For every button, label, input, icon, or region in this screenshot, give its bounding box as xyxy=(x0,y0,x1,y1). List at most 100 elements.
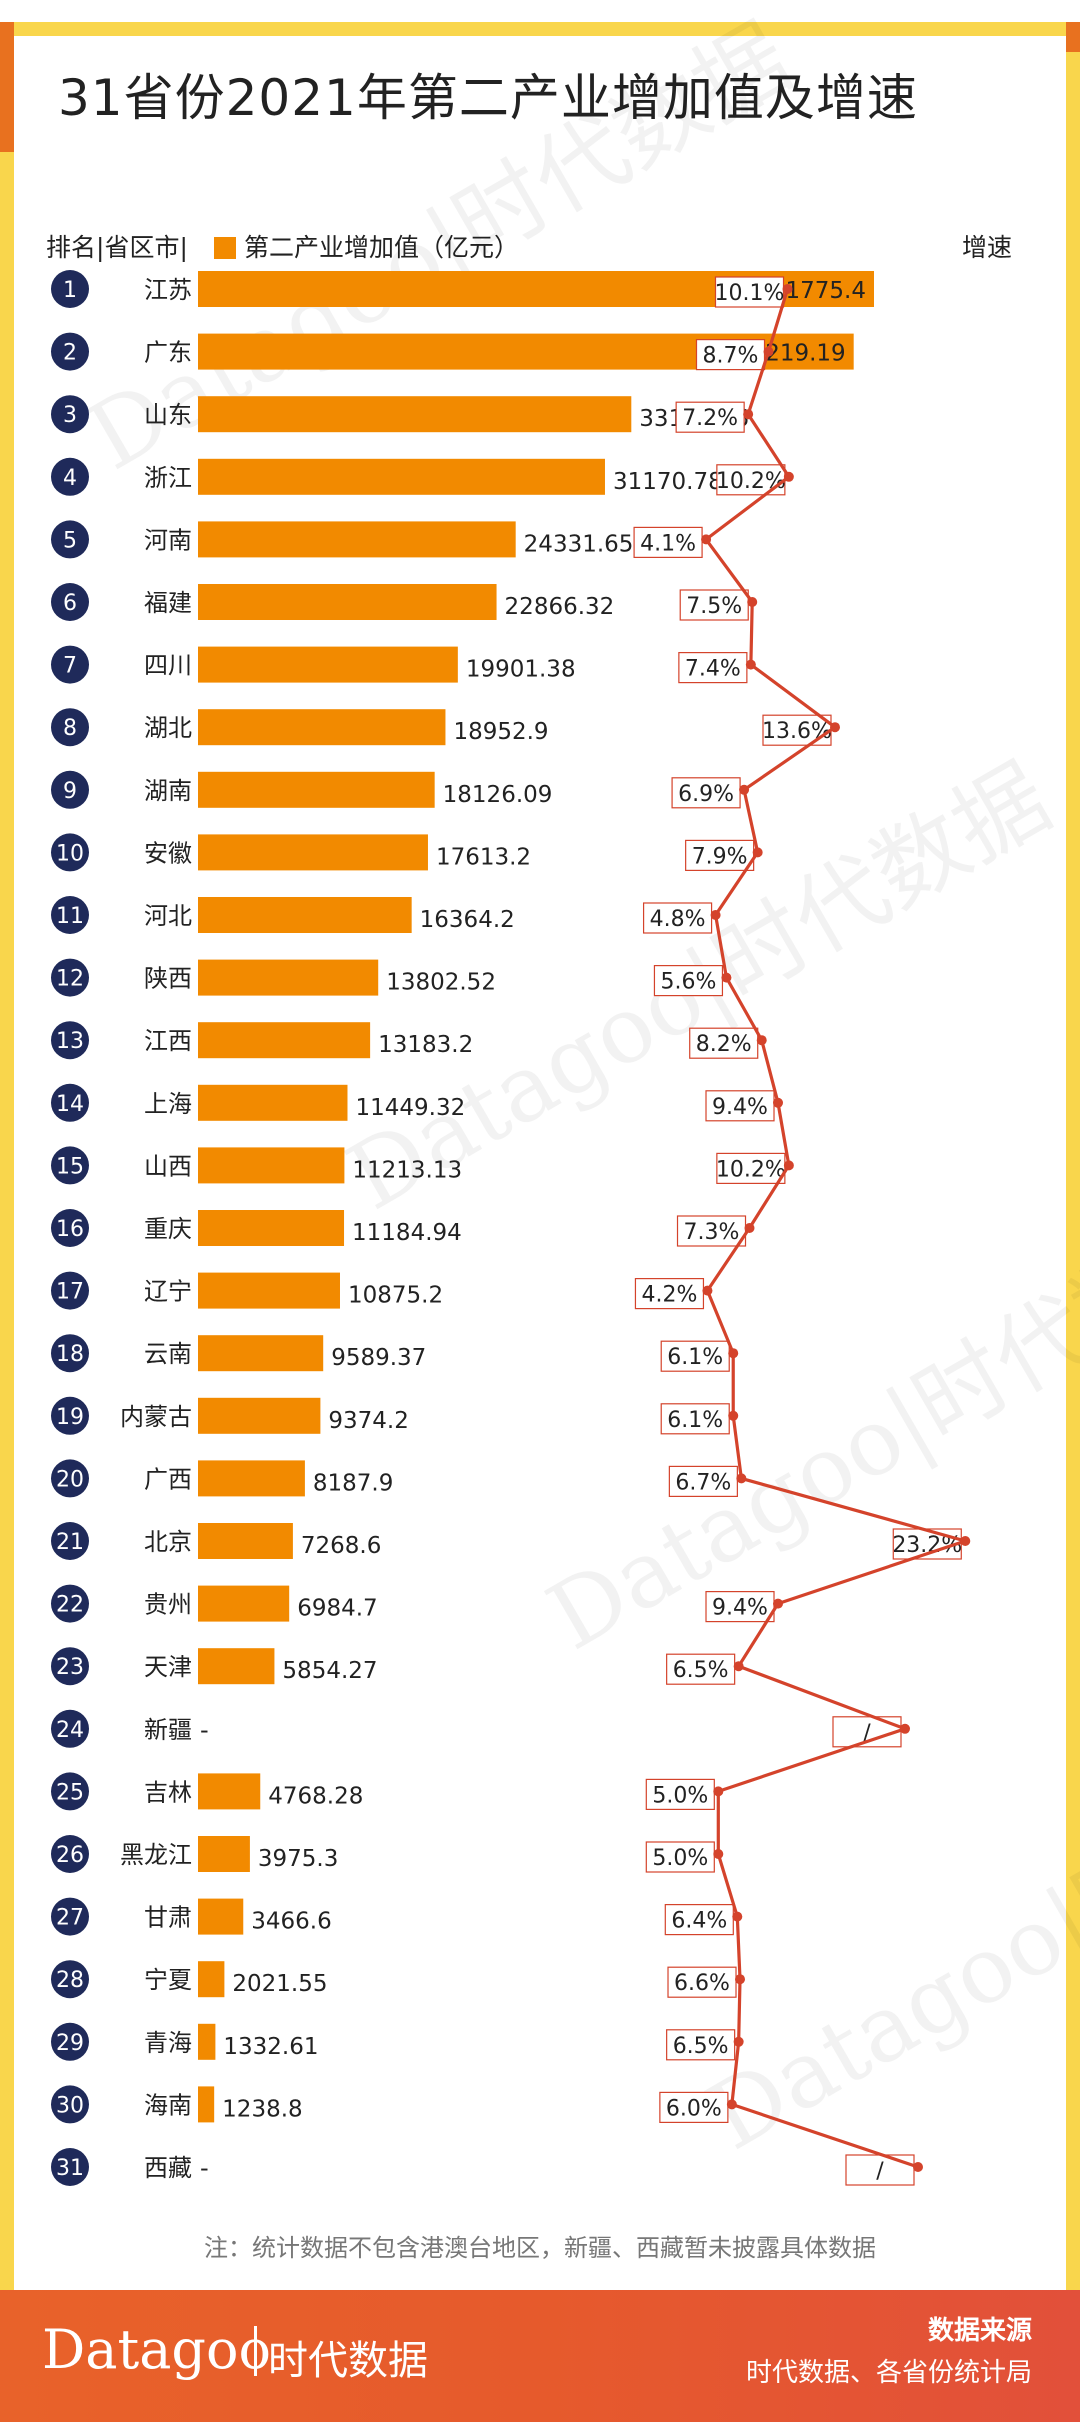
value-label: 18952.9 xyxy=(453,719,548,745)
rank-number: 18 xyxy=(56,1342,84,1367)
region-label: 福建 xyxy=(144,589,192,617)
growth-label: 4.2% xyxy=(641,1283,697,1308)
rank-circle xyxy=(51,1897,89,1936)
rank-number: 14 xyxy=(56,1092,84,1117)
value-bar xyxy=(198,959,379,996)
region-label: 甘肃 xyxy=(144,1904,192,1932)
rank-number: 31 xyxy=(56,2156,84,2181)
header-rank: 排名 xyxy=(46,233,97,262)
growth-point xyxy=(913,2162,923,2172)
region-label: 海南 xyxy=(144,2091,192,2119)
value-bar xyxy=(198,1397,321,1434)
growth-label: 6.4% xyxy=(671,1909,727,1934)
growth-point xyxy=(783,1160,794,1171)
growth-label-box xyxy=(679,589,749,621)
rank-circle xyxy=(51,2148,89,2186)
value-label: 3975.3 xyxy=(258,1846,338,1872)
rank-circle xyxy=(51,520,89,559)
rank-circle xyxy=(51,1146,89,1185)
rank-circle xyxy=(51,1459,89,1498)
region-label: 广东 xyxy=(144,339,192,367)
region-label: 辽宁 xyxy=(144,1278,192,1306)
rank-circle xyxy=(51,708,89,747)
rank-circle xyxy=(51,1647,89,1686)
rank-number: 12 xyxy=(56,967,84,992)
value-label: 17613.2 xyxy=(436,844,531,870)
growth-label: 5.6% xyxy=(660,970,716,995)
rank-circle xyxy=(51,1584,89,1623)
rank-circle xyxy=(51,1396,89,1435)
growth-point xyxy=(733,2036,744,2047)
growth-point xyxy=(701,534,712,545)
value-label: 19901.38 xyxy=(466,657,576,683)
region-label: 青海 xyxy=(144,2029,192,2057)
region-label: 江苏 xyxy=(144,276,192,304)
growth-point xyxy=(733,1661,744,1672)
rank-number: 15 xyxy=(56,1154,84,1179)
growth-point xyxy=(756,1035,767,1046)
rank-circle xyxy=(51,896,89,934)
rank-number: 25 xyxy=(56,1780,84,1805)
growth-label-box xyxy=(645,1778,715,1811)
value-label: 31170.78 xyxy=(613,469,723,495)
value-label: 22866.32 xyxy=(505,594,615,620)
value-bar xyxy=(198,1210,345,1246)
region-label: 上海 xyxy=(144,1090,192,1118)
value-bar xyxy=(198,1648,275,1685)
value-label: 1332.61 xyxy=(223,2034,318,2060)
footer-brand-cn: 时代数据 xyxy=(268,2338,428,2384)
header-separator: | xyxy=(96,233,105,262)
growth-label-box xyxy=(676,1215,747,1247)
growth-label-box xyxy=(659,2091,729,2123)
rank-number: 16 xyxy=(56,1217,84,1242)
value-label: 1238.8 xyxy=(222,2096,302,2122)
region-label: 浙江 xyxy=(144,464,192,492)
region-label: 湖南 xyxy=(144,777,192,805)
rank-circle xyxy=(51,583,89,621)
value-bar xyxy=(198,834,428,871)
region-label: 安徽 xyxy=(144,839,192,867)
value-bar xyxy=(198,1585,290,1622)
rank-circle xyxy=(51,2085,89,2124)
growth-point xyxy=(773,1598,784,1609)
rank-number: 29 xyxy=(56,2031,84,2056)
value-bar xyxy=(198,396,632,433)
growth-point xyxy=(830,722,840,733)
growth-point xyxy=(735,1974,746,1985)
growth-label: 6.6% xyxy=(674,1971,730,1996)
value-label: 5854.27 xyxy=(282,1658,377,1684)
rank-number: 19 xyxy=(56,1405,84,1430)
value-label: 6984.7 xyxy=(297,1596,377,1622)
growth-label: 10.2% xyxy=(716,469,786,494)
growth-point xyxy=(721,972,732,983)
region-label: 陕西 xyxy=(144,965,192,993)
value-label: 24331.65 xyxy=(524,531,634,557)
frame-right-accent xyxy=(1066,22,1080,52)
value-label: 11213.13 xyxy=(352,1157,462,1183)
growth-label-box xyxy=(689,1027,759,1059)
growth-point xyxy=(713,1786,724,1797)
value-label: 7268.6 xyxy=(301,1533,381,1559)
growth-label: 6.5% xyxy=(673,2034,729,2059)
growth-label: 4.8% xyxy=(650,907,706,932)
legend-label: 第二产业增加值（亿元） xyxy=(244,233,520,262)
growth-point xyxy=(739,784,750,795)
growth-label: 7.9% xyxy=(692,844,748,869)
rank-number: 21 xyxy=(56,1530,84,1555)
value-bar xyxy=(198,521,516,558)
source-title: 数据来源 xyxy=(927,2316,1032,2346)
value-label: 18126.09 xyxy=(443,782,553,808)
frame-right xyxy=(1066,22,1080,2312)
growth-label: / xyxy=(863,1721,871,1746)
rank-number: 23 xyxy=(56,1655,84,1680)
growth-label: 9.4% xyxy=(712,1596,768,1621)
value-bar xyxy=(198,897,412,933)
rank-number: 2 xyxy=(63,341,77,366)
growth-label-box xyxy=(666,1653,736,1685)
growth-label: 6.1% xyxy=(667,1345,723,1370)
rank-circle xyxy=(51,2022,89,2061)
rank-number: 3 xyxy=(63,403,77,428)
rank-number: 17 xyxy=(56,1280,84,1305)
source-text: 时代数据、各省份统计局 xyxy=(745,2358,1032,2388)
value-bar xyxy=(198,771,435,808)
